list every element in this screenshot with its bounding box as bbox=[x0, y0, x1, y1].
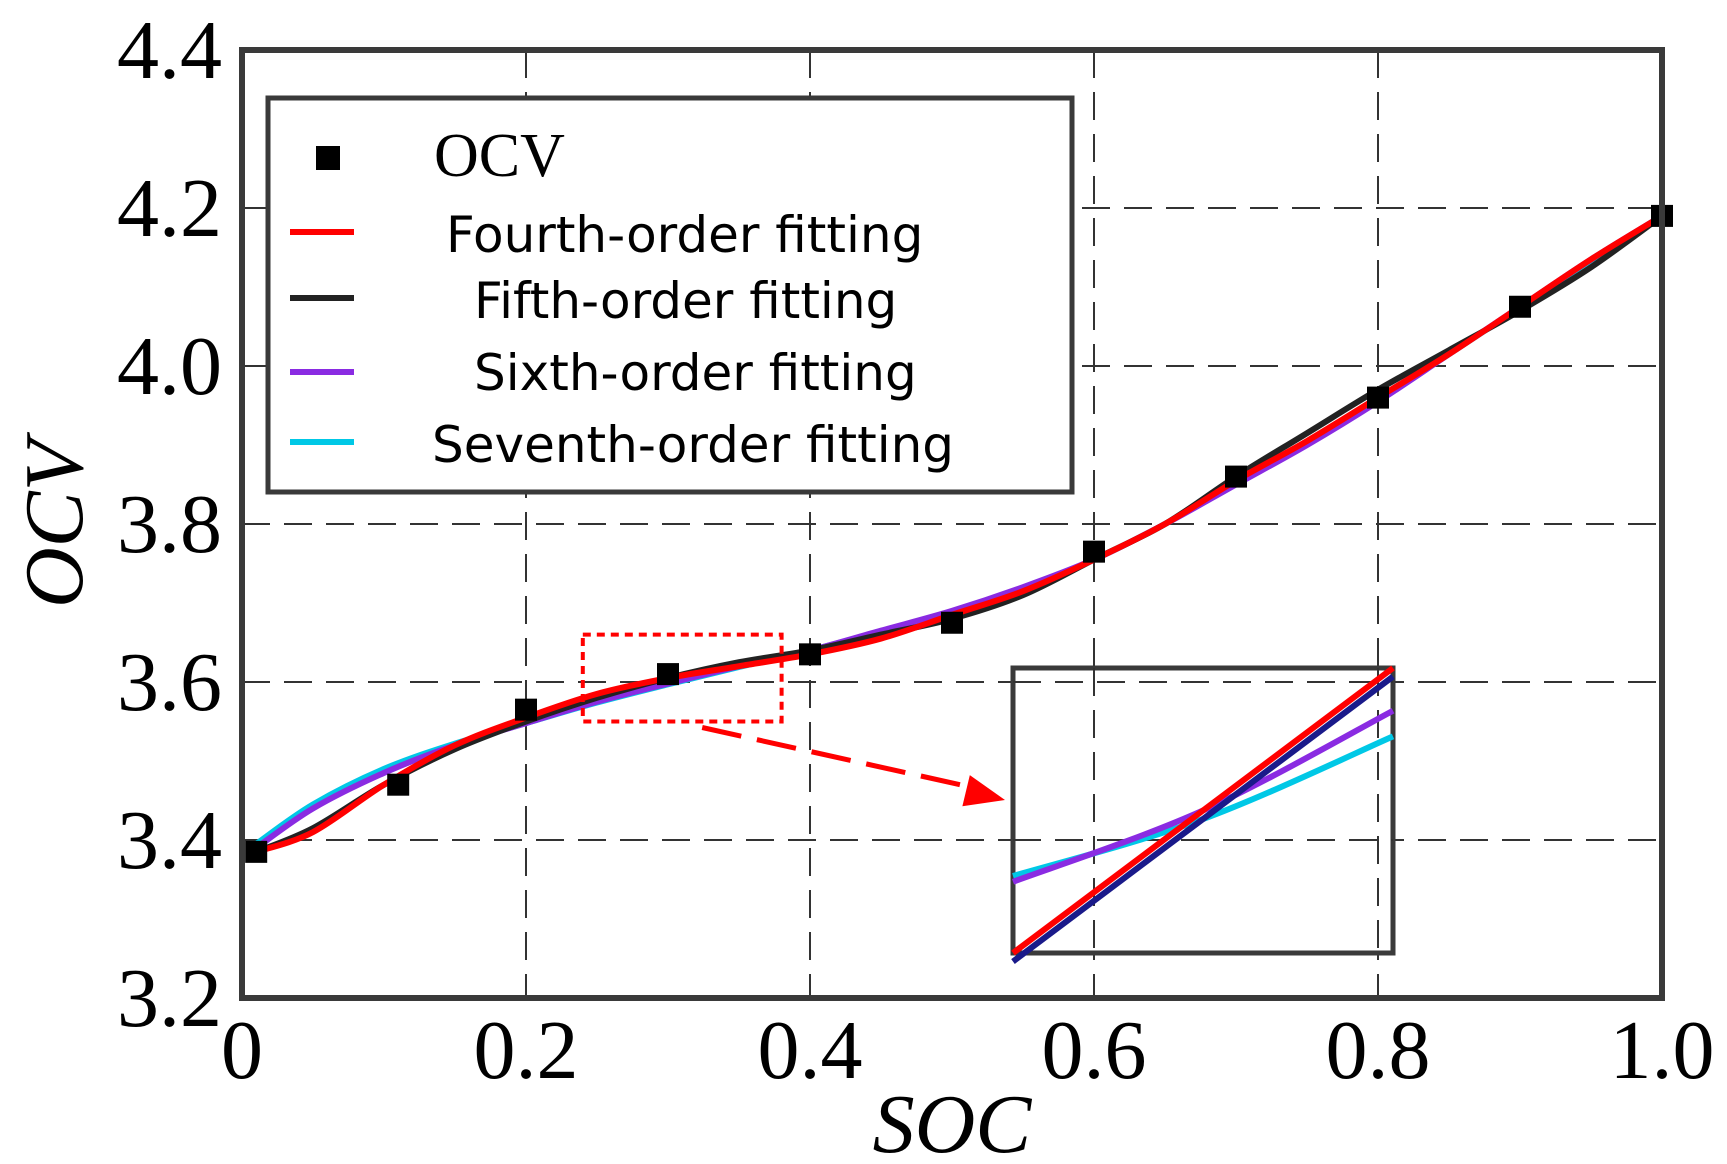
x-tick-label: 0 bbox=[221, 1004, 263, 1097]
inset-line-fourth bbox=[1011, 665, 1395, 956]
ocv-point bbox=[515, 698, 537, 721]
y-tick-label: 4.2 bbox=[117, 162, 222, 255]
zoom-arrow-line bbox=[701, 725, 976, 791]
x-tick-label: 0.6 bbox=[1042, 1004, 1147, 1097]
y-tick-label: 3.4 bbox=[117, 794, 222, 887]
legend-label-ocv: OCV bbox=[434, 122, 565, 190]
y-tick-label: 3.2 bbox=[117, 952, 222, 1045]
zoom-box bbox=[580, 632, 784, 724]
x-tick-labels: 0 0.2 0.4 0.6 0.8 1.0 bbox=[221, 1004, 1715, 1097]
ocv-point bbox=[657, 663, 679, 686]
ocv-point bbox=[245, 840, 268, 863]
zoom-layer bbox=[580, 632, 1005, 807]
legend-label-fourth: Fourth-order fitting bbox=[446, 206, 923, 264]
legend-label-seventh: Seventh-order fitting bbox=[432, 416, 954, 474]
y-tick-label: 4.4 bbox=[117, 4, 222, 97]
ocv-point bbox=[1509, 295, 1531, 318]
series-layer bbox=[254, 213, 1664, 855]
legend: OCV Fourth-order fitting Fifth-order fit… bbox=[265, 95, 1075, 495]
ocv-point bbox=[1225, 465, 1247, 488]
y-tick-label: 3.6 bbox=[117, 636, 222, 729]
ocv-point bbox=[799, 643, 821, 666]
inset-grid bbox=[1013, 668, 1393, 953]
ocv-point bbox=[1083, 540, 1105, 563]
ocv-point bbox=[1367, 386, 1389, 409]
legend-label-fifth: Fifth-order fitting bbox=[474, 272, 897, 330]
x-tick-label: 1.0 bbox=[1610, 1004, 1715, 1097]
x-tick-label: 0.2 bbox=[474, 1004, 579, 1097]
x-tick-label: 0.4 bbox=[758, 1004, 863, 1097]
points-layer bbox=[245, 204, 1673, 863]
zoom-arrow-head bbox=[962, 775, 1005, 807]
inset-line-fifth bbox=[1011, 674, 1395, 964]
inset-lines bbox=[1011, 665, 1395, 964]
legend-marker-ocv bbox=[316, 146, 340, 170]
x-tick-label: 0.8 bbox=[1326, 1004, 1431, 1097]
y-tick-label: 4.0 bbox=[117, 320, 222, 413]
y-axis-label: OCV bbox=[8, 431, 101, 608]
plot-frame bbox=[239, 47, 1665, 1001]
y-tick-label: 3.8 bbox=[117, 478, 222, 571]
legend-label-sixth: Sixth-order fitting bbox=[474, 344, 917, 402]
series-line-fourth-order bbox=[255, 213, 1664, 855]
legend-frame bbox=[265, 95, 1075, 495]
inset-panel bbox=[1010, 665, 1396, 964]
y-tick-labels: 3.2 3.4 3.6 3.8 4.0 4.2 4.4 bbox=[117, 4, 222, 1045]
series-line-fifth-order bbox=[255, 213, 1664, 855]
ocv-point bbox=[941, 611, 963, 634]
ocv-point bbox=[387, 773, 410, 796]
x-axis-label: SOC bbox=[873, 1078, 1033, 1164]
